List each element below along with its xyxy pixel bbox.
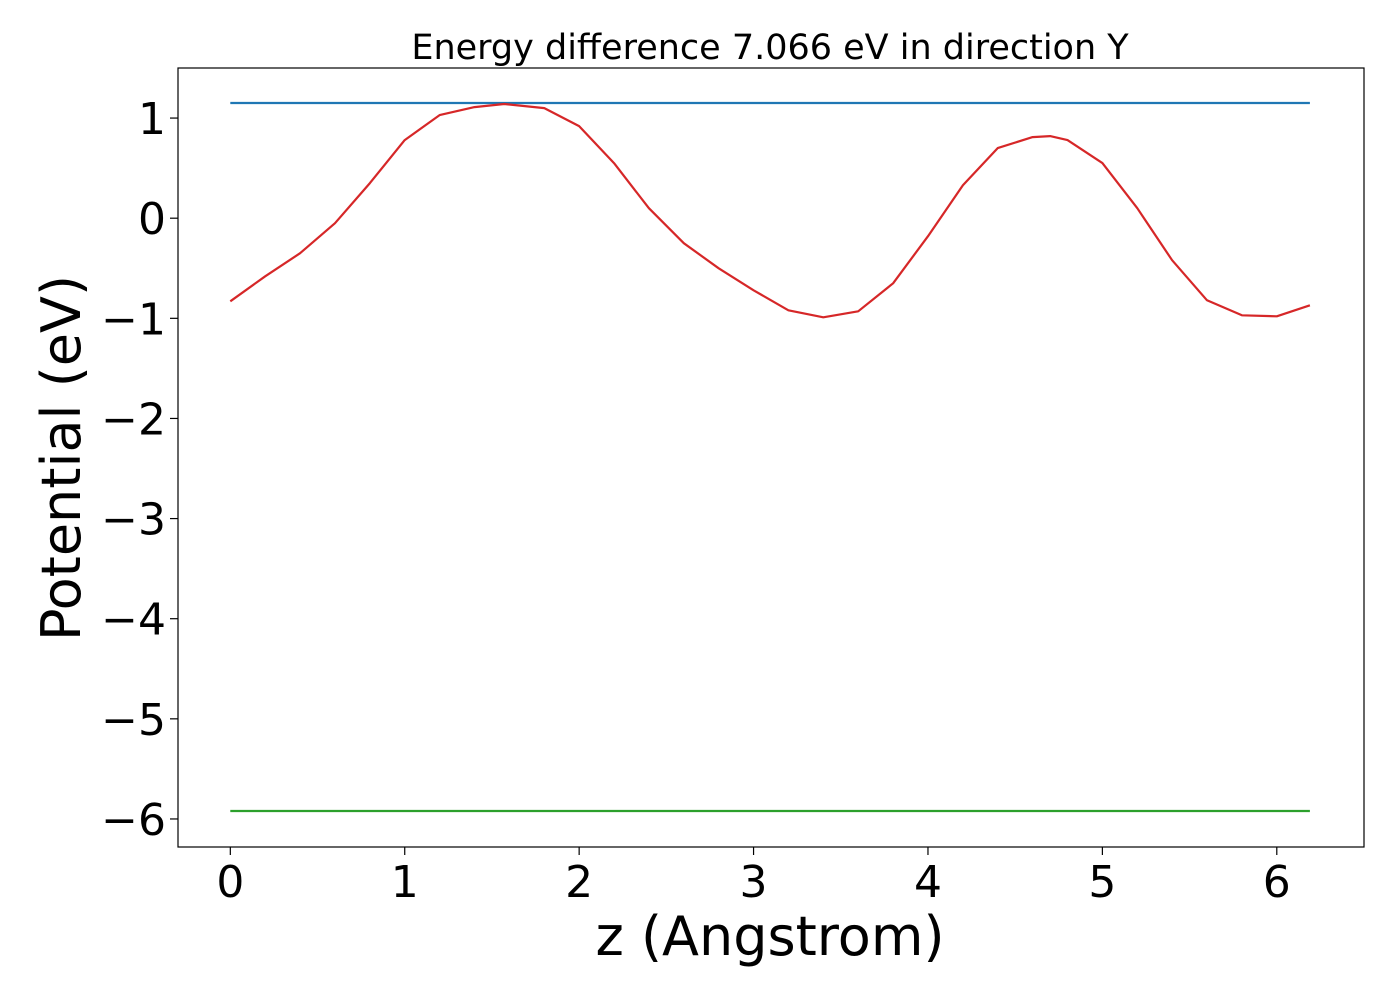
y-tick-label: −3 — [101, 495, 166, 546]
x-tick-label: 3 — [740, 857, 768, 908]
y-axis-ticks: 1 0 −1 −2 −3 −4 −5 −6 — [101, 94, 178, 846]
chart-title: Energy difference 7.066 eV in direction … — [411, 28, 1129, 68]
y-axis-label: Potential (eV) — [30, 275, 93, 641]
y-tick-label: −5 — [101, 695, 166, 746]
x-tick-label: 5 — [1088, 857, 1116, 908]
x-tick-label: 0 — [216, 857, 244, 908]
plot-area-frame — [177, 67, 1365, 848]
x-tick-label: 2 — [565, 857, 593, 908]
y-tick-label: −4 — [101, 595, 166, 646]
y-tick-label: −1 — [101, 294, 166, 345]
y-tick-label: 0 — [138, 194, 166, 245]
x-tick-label: 6 — [1263, 857, 1291, 908]
x-axis-ticks: 0 1 2 3 4 5 6 — [216, 847, 1291, 908]
y-tick-label: −6 — [101, 795, 166, 846]
series-layer — [229, 101, 1311, 813]
y-tick-label: −2 — [101, 394, 166, 445]
x-tick-label: 1 — [391, 857, 419, 908]
x-axis-label: z (Angstrom) — [595, 905, 944, 968]
x-tick-label: 4 — [914, 857, 942, 908]
series-line-2 — [229, 102, 1311, 319]
y-tick-label: 1 — [138, 94, 166, 145]
